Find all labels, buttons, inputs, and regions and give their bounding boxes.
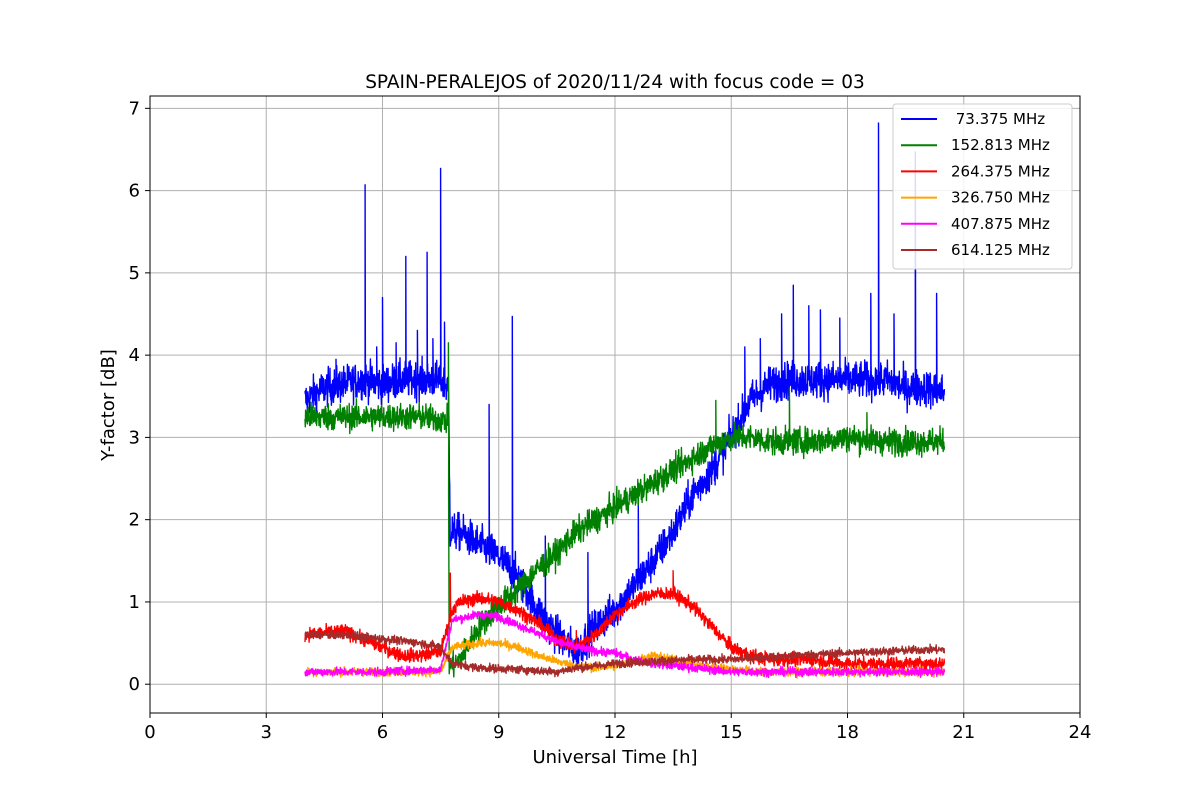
chart-title: SPAIN-PERALEJOS of 2020/11/24 with focus… [365,72,865,93]
legend-label-0: 73.375 MHz [951,110,1045,128]
y-tick-label: 4 [129,345,140,366]
y-tick-label: 2 [129,510,140,531]
x-tick-label: 3 [261,722,272,743]
x-axis-label: Universal Time [h] [532,747,697,768]
legend: 73.375 MHz 152.813 MHz 264.375 MHz 326.750 … [892,103,1073,270]
series-line-2 [304,570,946,673]
series-line-1 [304,342,946,678]
legend-label-1: 152.813 MHz [951,136,1050,154]
y-tick-label: 0 [129,674,140,695]
legend-label-5: 614.125 MHz [951,241,1050,259]
series-line-4 [304,610,946,679]
y-tick-label: 3 [129,427,140,448]
x-tick-label: 18 [836,722,859,743]
series-line-0 [304,122,946,667]
plot-area [304,122,946,679]
x-tick-label: 9 [493,722,504,743]
legend-label-3: 326.750 MHz [951,189,1050,207]
x-tick-label: 24 [1069,722,1092,743]
y-tick-label: 5 [129,263,140,284]
series-layer [304,122,946,679]
x-tick-label: 0 [144,722,155,743]
y-axis-label: Y-factor [dB] [98,349,119,462]
x-tick-label: 12 [604,722,627,743]
legend-label-2: 264.375 MHz [951,162,1050,180]
y-tick-label: 1 [129,592,140,613]
legend-box [892,103,1073,270]
x-tick-label: 15 [720,722,743,743]
x-tick-label: 6 [377,722,388,743]
legend-label-4: 407.875 MHz [951,215,1050,233]
series-line-5 [304,628,946,678]
y-tick-label: 6 [129,181,140,202]
x-tick-label: 21 [952,722,975,743]
y-tick-label: 7 [129,98,140,119]
